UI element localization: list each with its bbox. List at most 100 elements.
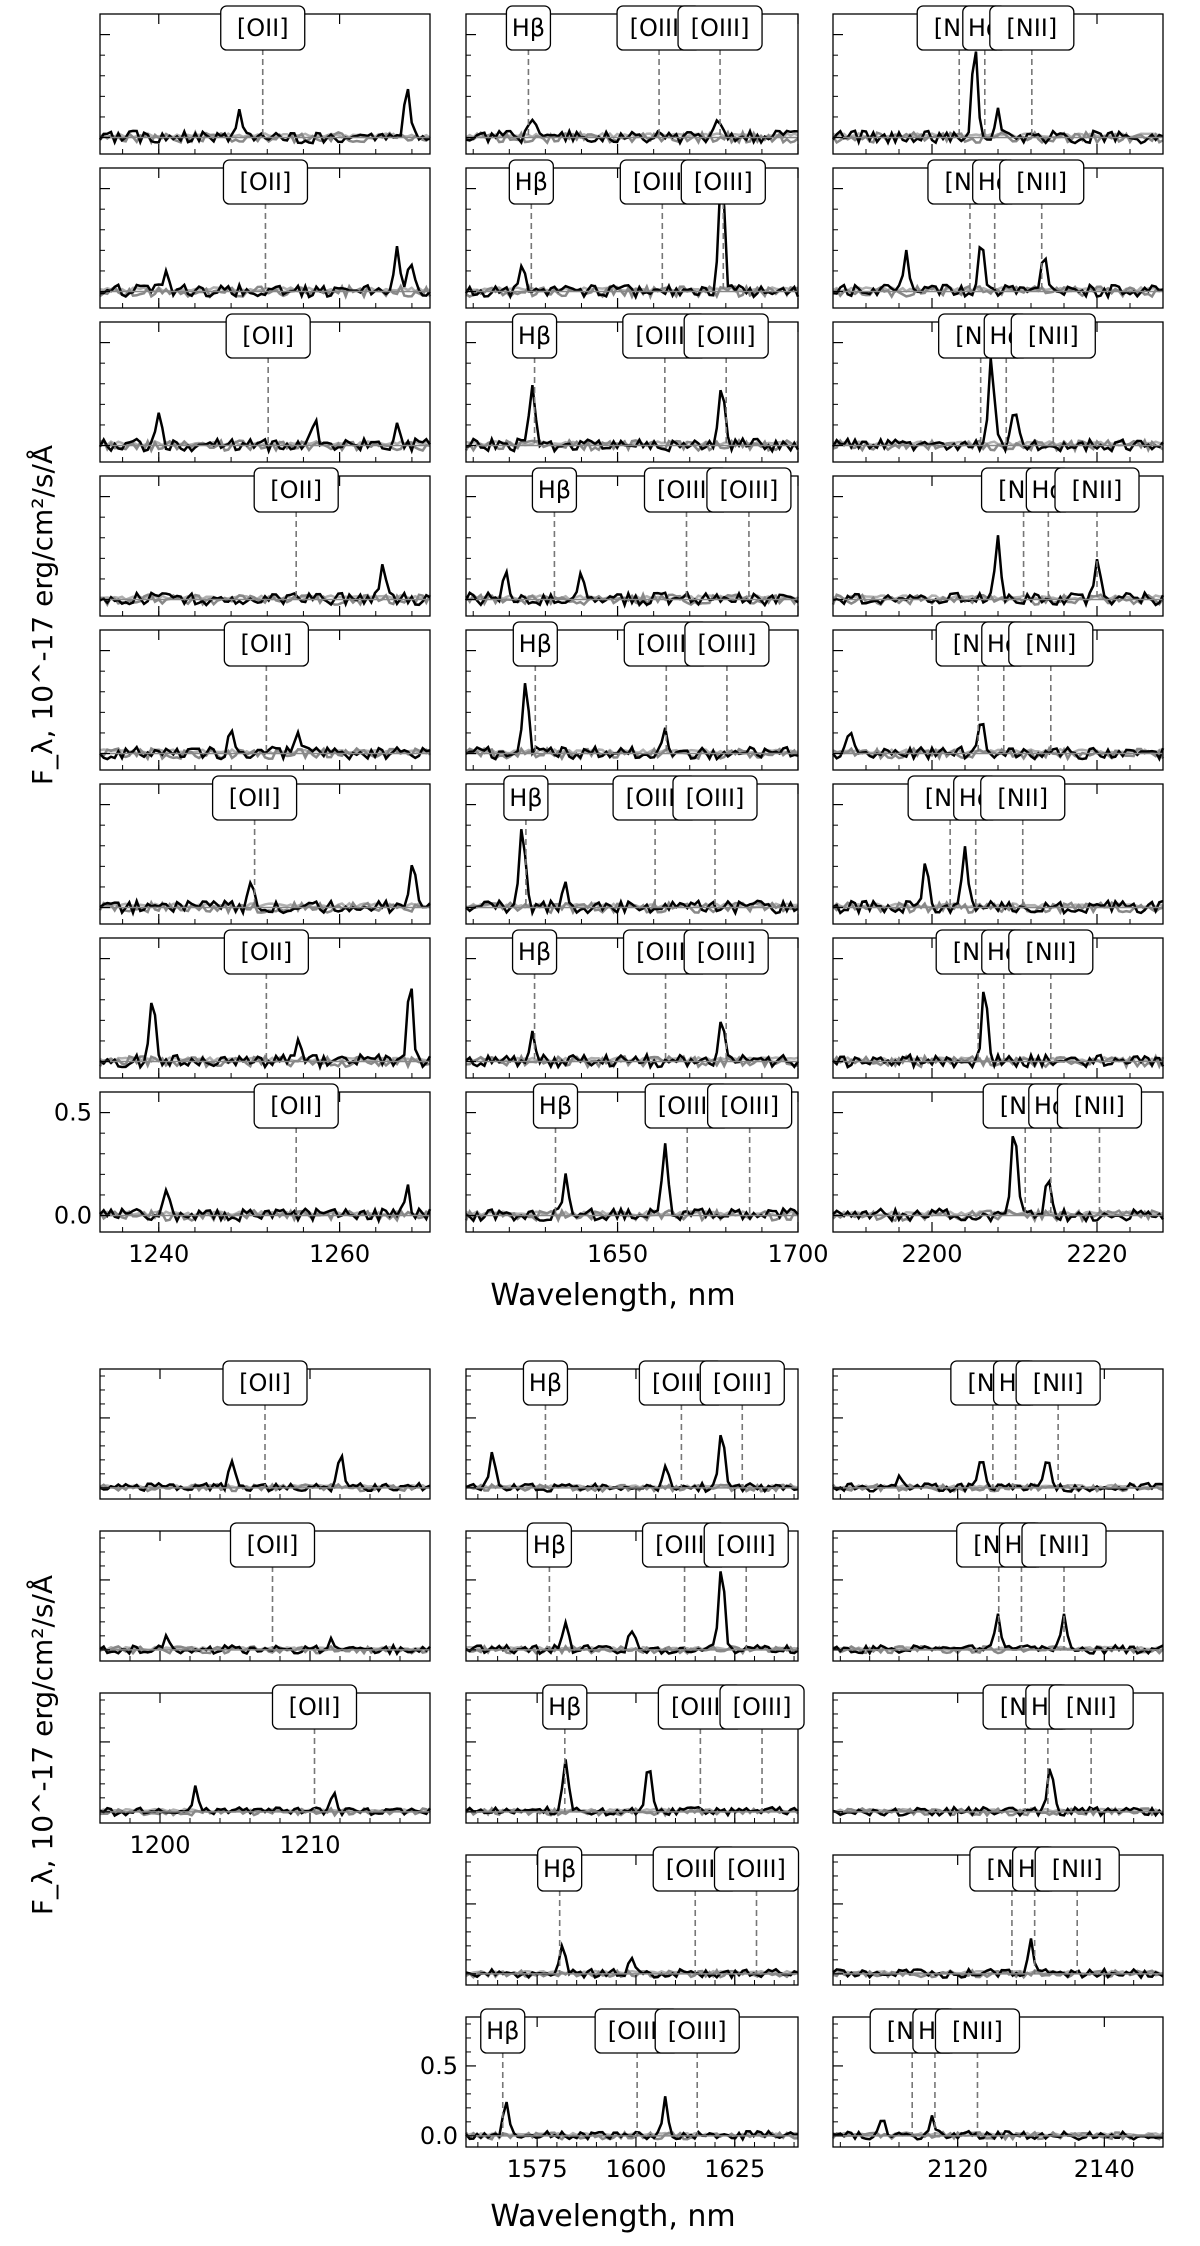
spectrum-curve — [465, 1434, 799, 1494]
panel-bottom-r3-OII: 1200 1210 [OII] — [99, 1684, 432, 1859]
y-tick-label: 0.0 — [420, 2122, 458, 2150]
spectrum-curve — [832, 991, 1165, 1071]
emission-line-label: [OIII] — [697, 630, 756, 658]
emission-line-label: [OII] — [240, 938, 292, 966]
emission-line-label: [OIII] — [658, 1092, 717, 1120]
emission-line-label-box — [1056, 1083, 1143, 1129]
spectrum-curve — [98, 412, 432, 455]
emission-line-label: [OII] — [239, 1369, 291, 1397]
panel-bottom-r2-OII: [OII] — [99, 1522, 432, 1662]
emission-line-label: Hβ — [486, 2017, 519, 2045]
panel-bottom-r3-Ha-NII: [NII]Hα [NII] — [832, 1684, 1164, 1824]
emission-line-label: [OIII] — [668, 2017, 727, 2045]
panel-bottom-r4-Ha-NII: [NII]Hα[NII] — [832, 1846, 1164, 1986]
emission-line-label: Hβ — [533, 1531, 566, 1559]
emission-line-label-box — [542, 1684, 588, 1730]
panel-bottom-r2-Ha-NII: [NII]Hα[NII] — [832, 1522, 1164, 1662]
emission-line-label-box — [713, 1846, 800, 1892]
spectrum-curve — [465, 1143, 799, 1223]
panel-frame — [465, 475, 799, 617]
x-tick-label: 2220 — [1066, 1240, 1127, 1268]
x-tick-label: 1200 — [129, 1831, 190, 1859]
emission-line-label-box — [229, 1522, 316, 1568]
emission-line-label: [OIII] — [694, 168, 753, 196]
emission-line-label: [NII] — [1025, 630, 1076, 658]
emission-line-label: Hβ — [519, 630, 552, 658]
emission-line-label: Hβ — [539, 1092, 572, 1120]
panels-layer: [OII] Hβ [OIII] [OIII] [NII]Hα [NII][OII] Hβ [O… — [54, 5, 1165, 2183]
emission-line-label: [NII] — [1016, 168, 1067, 196]
emission-line-label: [NII] — [1072, 476, 1123, 504]
emission-line-label-box — [706, 1083, 793, 1129]
emission-line-label-box — [683, 313, 769, 359]
panel-bottom-r1-Ha-NII: [NII]Hα[NII] — [832, 1360, 1164, 1500]
bottom-xlabel: Wavelength, nm — [490, 2199, 735, 2234]
bottom-ylabel: F_λ, 10^-17 erg/cm²/s/Å — [25, 1575, 59, 1915]
emission-line-label: [OII] — [242, 322, 294, 350]
panel-top-r4-Hb-OIII: Hβ [OIII] [OIII] — [464, 467, 800, 617]
panel-top-r5-Ha-NII: [NII]Hα [NII] — [832, 621, 1165, 771]
emission-line-label-box — [537, 1846, 583, 1892]
model-curve — [465, 128, 799, 146]
emission-line-label-box — [222, 159, 309, 205]
y-tick-label: 0.0 — [54, 1202, 92, 1230]
panel-bottom-r1-Hb-OIII: Hβ [OIII] [OIII] — [465, 1360, 799, 1500]
x-tick-label: 1210 — [279, 1831, 340, 1859]
emission-line-label: Hβ — [518, 938, 551, 966]
panel-top-r7-OII: [OII] — [98, 929, 432, 1079]
x-tick-label: 1260 — [309, 1240, 370, 1268]
emission-line-label-box — [225, 313, 311, 359]
emission-line-label: Hβ — [529, 1369, 562, 1397]
spectrum-curve — [832, 245, 1164, 301]
spectrum-curve — [465, 1021, 800, 1070]
emission-line-label-box — [677, 5, 763, 51]
spectrum-curve — [464, 567, 799, 609]
spectrum-curve — [832, 846, 1164, 917]
emission-line-label-box — [220, 5, 306, 51]
emission-line-label: [OIII] — [719, 476, 778, 504]
panel-top-r2-OII: [OII] — [99, 159, 432, 309]
panel-top-r7-Ha-NII: [NII]Hα [NII] — [831, 929, 1165, 1079]
emission-line-label-box — [503, 775, 549, 821]
emission-line-label-box — [512, 621, 558, 667]
emission-line-label-box — [526, 1522, 573, 1568]
spectrum-curve — [99, 564, 431, 608]
emission-line-label: [OII] — [247, 1531, 299, 1559]
emission-line-label: [OIII] — [657, 476, 716, 504]
emission-line-label-box — [223, 621, 310, 667]
x-tick-label: 1240 — [128, 1240, 189, 1268]
emission-line-label: Hβ — [518, 322, 551, 350]
panel-top-r5-Hb-OIII: Hβ [OIII] [OIII] — [465, 621, 800, 771]
emission-line-label: [NII] — [1006, 14, 1057, 42]
panel-top-r7-Hb-OIII: Hβ [OIII] [OIII] — [465, 929, 800, 1079]
panel-top-r2-Hb-OIII: Hβ [OIII] [OIII] — [464, 159, 800, 309]
panel-top-r6-Hb-OIII: Hβ [OIII] [OIII] — [465, 775, 799, 925]
spectrum-curve — [465, 829, 799, 917]
spectrum-curve — [465, 1571, 799, 1656]
panel-top-r1-OII: [OII] — [98, 5, 431, 155]
emission-line-label: Hβ — [543, 1855, 576, 1883]
emission-line-label: Hβ — [538, 476, 571, 504]
panel-top-r6-Ha-NII: [NII]Hα [NII] — [832, 775, 1164, 925]
emission-line-label: Hβ — [512, 14, 545, 42]
emission-line-label-box — [980, 775, 1066, 821]
emission-line-label-box — [703, 1522, 789, 1568]
emission-line-label-box — [253, 467, 339, 513]
spectrum-curve — [465, 683, 799, 762]
emission-line-label-box — [680, 159, 766, 205]
spectrum-curve — [831, 357, 1164, 455]
emission-line-label-box — [672, 775, 758, 821]
panel-bottom-r4-Hb-OIII: Hβ [OIII] [OIII] — [465, 1846, 800, 1986]
spectrum-curve — [832, 1938, 1164, 1980]
emission-line-label-box — [1048, 1684, 1134, 1730]
model-curve — [832, 1207, 1164, 1224]
panel-top-r5-OII: [OII] — [99, 621, 432, 771]
emission-line-label-box — [1021, 1522, 1107, 1568]
x-tick-label: 1625 — [704, 2155, 765, 2183]
emission-line-label-box — [532, 1083, 579, 1129]
panel-top-r4-Ha-NII: [NII]Hα [NII] — [831, 467, 1165, 617]
spectrum-curve — [831, 51, 1164, 147]
panel-top-r8-Hb-OIII: 1650 1700 Hβ [OIII] [OIII] — [464, 1083, 829, 1268]
